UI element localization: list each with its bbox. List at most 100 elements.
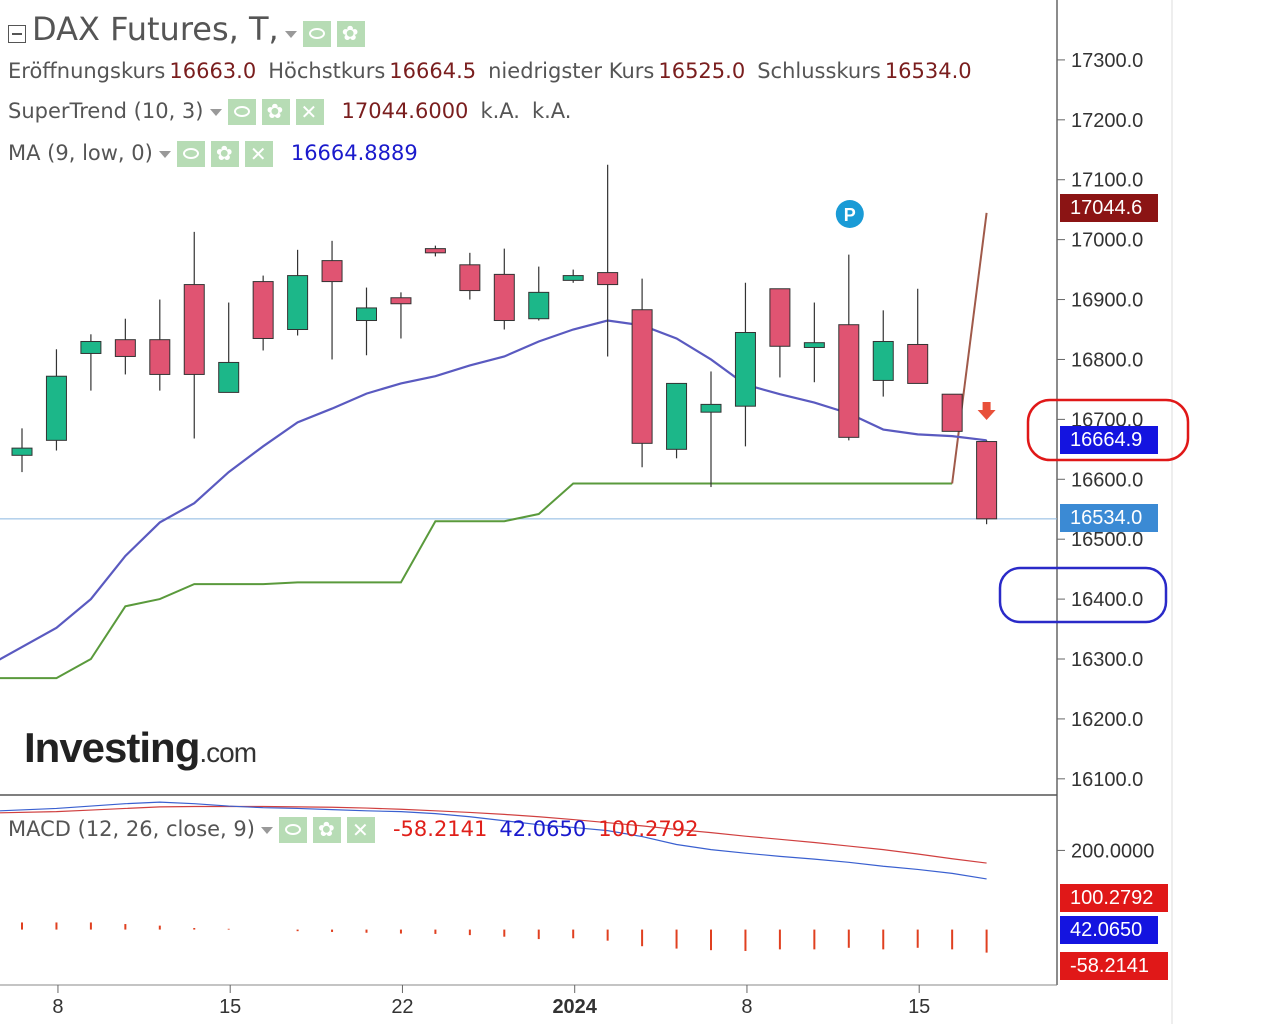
candle xyxy=(287,275,309,331)
last-price-badge: 16534.0 xyxy=(1060,504,1158,532)
high-label: Höchstkurs xyxy=(268,59,386,83)
y-tick-label: 16700.0 xyxy=(1071,409,1143,431)
y-tick-label: 17200.0 xyxy=(1071,110,1143,132)
x-tick-label: 15 xyxy=(219,996,241,1018)
x-tick-label: 15 xyxy=(908,996,930,1018)
ohlc-row: Eröffnungskurs 16663.0 Höchstkurs 16664.5 ni… xyxy=(8,59,978,83)
eye-icon[interactable] xyxy=(227,99,256,125)
highlight-red-oval xyxy=(1026,398,1190,462)
macd-signal-value: 100.2792 xyxy=(598,817,699,841)
gear-icon[interactable] xyxy=(312,817,341,843)
candle xyxy=(838,324,860,438)
p-marker-label: P xyxy=(844,205,856,225)
low-label: niedrigster Kurs xyxy=(488,59,655,83)
candle xyxy=(734,331,756,407)
gear-icon[interactable] xyxy=(210,141,239,167)
candle xyxy=(872,340,894,381)
supertrend-value: 17044.6000 xyxy=(341,99,469,123)
candle xyxy=(149,339,171,375)
eye-icon[interactable] xyxy=(278,817,307,843)
x-tick-label: 22 xyxy=(391,996,413,1018)
candle xyxy=(114,339,136,357)
candle xyxy=(11,447,33,456)
gear-icon[interactable] xyxy=(336,21,365,47)
candle xyxy=(562,275,584,281)
chevron-down-icon[interactable] xyxy=(209,108,222,116)
close-label: Schlusskurs xyxy=(757,59,881,83)
macd-legend: MACD (12, 26, close, 9) -58.2141 42.0650 10… xyxy=(8,817,704,843)
macd-line-badge: 42.0650 xyxy=(1060,916,1158,944)
gear-icon[interactable] xyxy=(261,99,290,125)
macd-line xyxy=(0,801,987,880)
candle xyxy=(941,393,963,432)
y-tick-label: 16300.0 xyxy=(1071,649,1143,671)
ma-label: MA (9, low, 0) xyxy=(8,141,153,165)
macd-hist-badge: -58.2141 xyxy=(1060,952,1168,980)
candle xyxy=(252,281,274,339)
candle xyxy=(528,291,550,320)
candle xyxy=(769,288,791,347)
chevron-down-icon[interactable] xyxy=(284,30,297,38)
y-tick-label: 17000.0 xyxy=(1071,230,1143,252)
investing-logo: Investing.com xyxy=(24,724,257,772)
y-tick-label: 16800.0 xyxy=(1071,349,1143,371)
x-tick-label: 2024 xyxy=(552,996,597,1018)
candle xyxy=(700,403,722,413)
candle xyxy=(631,309,653,444)
candle xyxy=(390,297,412,305)
y-tick-label: 16100.0 xyxy=(1071,769,1143,791)
highlight-blue-oval xyxy=(998,566,1168,624)
collapse-icon[interactable] xyxy=(8,25,26,43)
supertrend-label: SuperTrend (10, 3) xyxy=(8,99,204,123)
macd-signal-badge: 100.2792 xyxy=(1060,884,1168,912)
macd-signal-line xyxy=(0,805,987,864)
high-value: 16664.5 xyxy=(389,59,477,83)
supertrend-extra1: k.A. xyxy=(480,99,520,123)
candle xyxy=(424,248,446,254)
supertrend-line-down xyxy=(951,212,988,484)
p-marker-icon xyxy=(835,200,864,228)
supertrend-price-badge: 17044.6 xyxy=(1060,194,1158,222)
y-tick-label: 16500.0 xyxy=(1071,529,1143,551)
x-tick-label: 8 xyxy=(52,996,63,1018)
logo-main: Investing xyxy=(24,724,200,771)
macd-line-value: 42.0650 xyxy=(499,817,587,841)
close-icon[interactable] xyxy=(295,99,324,125)
low-value: 16525.0 xyxy=(658,59,746,83)
eye-icon[interactable] xyxy=(176,141,205,167)
chart-title-row: DAX Futures, T, xyxy=(8,10,371,48)
ma-value: 16664.8889 xyxy=(290,141,418,165)
x-tick-label: 8 xyxy=(741,996,752,1018)
close-icon[interactable] xyxy=(244,141,273,167)
candle xyxy=(45,375,67,441)
y-tick-label: 17100.0 xyxy=(1071,170,1143,192)
supertrend-legend: SuperTrend (10, 3) 17044.6000 k.A. k.A. xyxy=(8,99,577,125)
y-tick-label: 16600.0 xyxy=(1071,469,1143,491)
candle xyxy=(493,273,515,322)
ma-legend: MA (9, low, 0) 16664.8889 xyxy=(8,141,424,167)
candle xyxy=(459,264,481,292)
chevron-down-icon[interactable] xyxy=(260,826,273,834)
open-label: Eröffnungskurs xyxy=(8,59,166,83)
sell-arrow-icon xyxy=(977,402,996,420)
candle xyxy=(803,342,825,348)
chevron-down-icon[interactable] xyxy=(158,150,171,158)
eye-icon[interactable] xyxy=(302,21,331,47)
y-tick-label: 16400.0 xyxy=(1071,589,1143,611)
candle xyxy=(183,284,205,375)
logo-suffix: .com xyxy=(199,737,257,768)
ma-line xyxy=(0,319,987,661)
macd-hist-value: -58.2141 xyxy=(392,817,488,841)
macd-label: MACD (12, 26, close, 9) xyxy=(8,817,255,841)
candle xyxy=(80,340,102,354)
macd-y-tick-label: 200.0000 xyxy=(1071,840,1154,862)
candle xyxy=(356,307,377,322)
ma-price-badge: 16664.9 xyxy=(1060,426,1158,454)
candle xyxy=(321,260,343,283)
candle xyxy=(597,272,619,286)
candle xyxy=(666,382,688,450)
candle xyxy=(907,343,929,384)
candle xyxy=(218,361,240,393)
close-icon[interactable] xyxy=(346,817,375,843)
